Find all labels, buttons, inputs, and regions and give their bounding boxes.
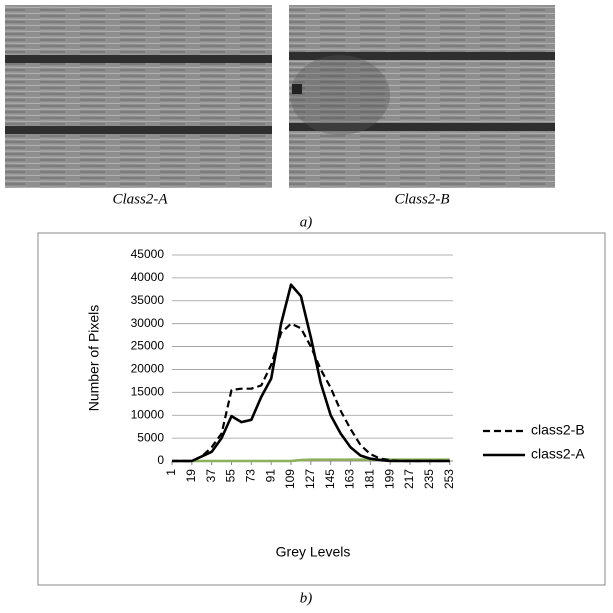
x-tick-label: 55 — [224, 469, 238, 483]
x-tick-label: 235 — [422, 469, 436, 489]
y-axis-label: Number of Pixels — [86, 305, 102, 412]
x-tick-label: 91 — [263, 469, 277, 483]
caption: Class2-A — [112, 191, 168, 207]
x-tick-label: 163 — [343, 469, 357, 489]
image-b — [289, 5, 555, 188]
caption: Class2-B — [394, 191, 449, 207]
x-tick-label: 109 — [283, 469, 297, 489]
x-tick-label: 253 — [442, 469, 456, 489]
x-tick-label: 19 — [184, 469, 198, 483]
chart-frame — [37, 232, 606, 586]
legend-label: class2-B — [531, 422, 585, 438]
x-tick-label: 1 — [164, 469, 178, 476]
y-tick-label: 25000 — [131, 339, 165, 353]
x-tick-label: 145 — [323, 469, 337, 489]
y-tick-label: 20000 — [131, 362, 165, 376]
x-tick-label: 73 — [244, 469, 258, 483]
y-tick-label: 10000 — [131, 407, 165, 421]
y-tick-label: 15000 — [131, 385, 165, 399]
y-tick-label: 5000 — [137, 430, 164, 444]
y-tick-label: 40000 — [131, 270, 165, 284]
subfigure-label: b) — [300, 590, 313, 606]
series-line — [172, 283, 450, 463]
x-tick-label: 199 — [382, 469, 396, 489]
x-tick-label: 37 — [204, 469, 218, 483]
subfigure-label: a) — [300, 214, 313, 230]
legend-label: class2-A — [531, 446, 585, 462]
x-tick-label: 217 — [402, 469, 416, 489]
series-line — [172, 322, 450, 463]
y-tick-label: 35000 — [131, 293, 165, 307]
y-tick-label: 0 — [157, 453, 164, 467]
y-tick-label: 30000 — [131, 316, 165, 330]
x-tick-label: 181 — [363, 469, 377, 489]
x-tick-label: 127 — [303, 469, 317, 489]
series-line — [172, 458, 450, 463]
y-tick-label: 45000 — [131, 247, 165, 261]
x-axis-label: Grey Levels — [276, 544, 351, 560]
image-a — [5, 5, 272, 188]
